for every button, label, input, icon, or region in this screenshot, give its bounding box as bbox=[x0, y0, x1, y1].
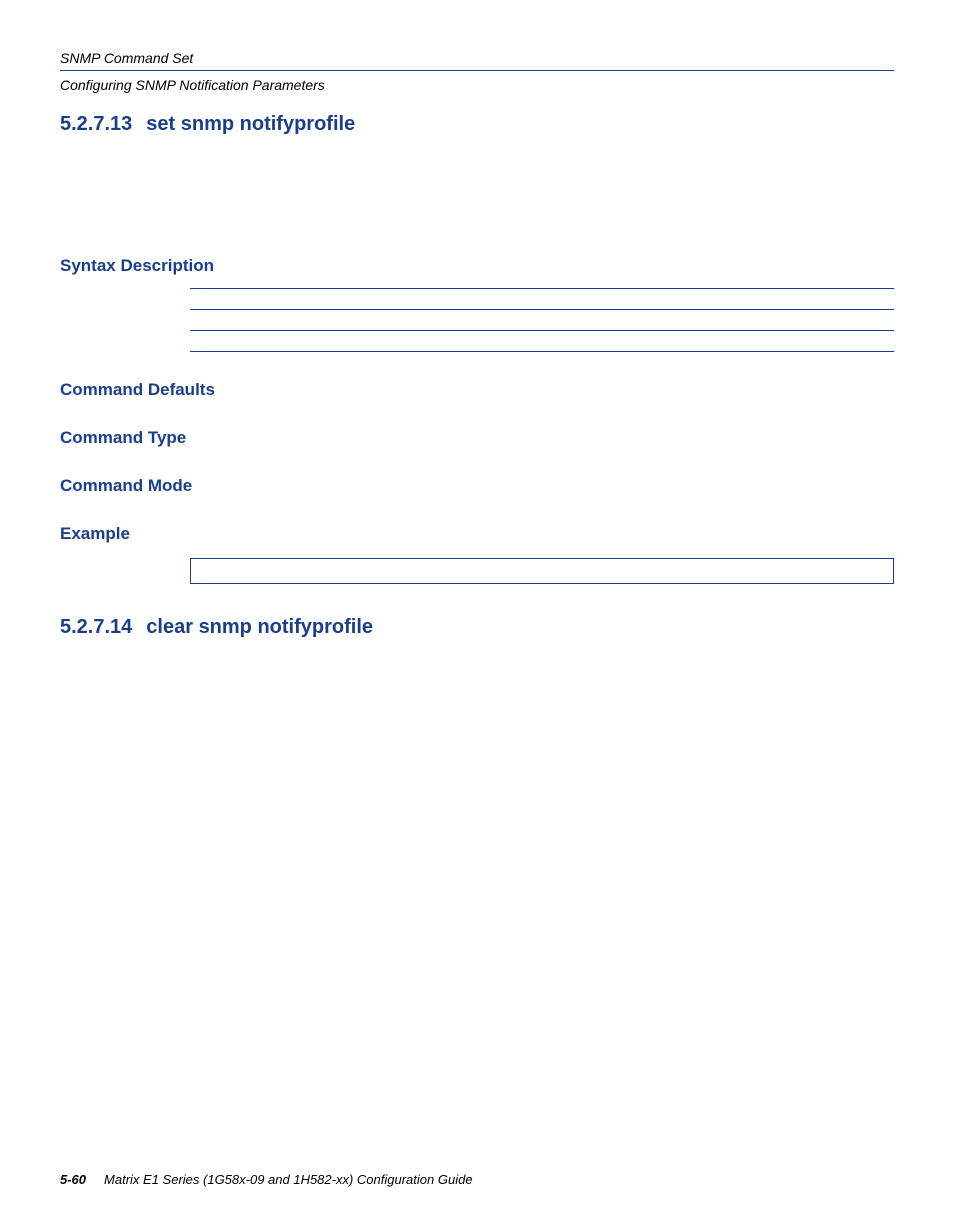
section-title-2: clear snmp notifyprofile bbox=[146, 616, 373, 638]
param-desc bbox=[350, 289, 894, 310]
section-title-1: set snmp notifyprofile bbox=[146, 113, 355, 135]
example-code-box bbox=[190, 558, 894, 584]
section-number-2: 5.2.7.14 bbox=[60, 616, 132, 638]
example-heading: Example bbox=[60, 524, 894, 544]
section-number-1: 5.2.7.13 bbox=[60, 113, 132, 135]
param-desc bbox=[350, 310, 894, 331]
section-heading-1: 5.2.7.13 set snmp notifyprofile bbox=[60, 113, 894, 136]
table-row bbox=[190, 310, 894, 331]
table-row bbox=[190, 331, 894, 352]
syntax-param-table bbox=[190, 288, 894, 352]
param-name bbox=[190, 289, 350, 310]
command-mode-heading: Command Mode bbox=[60, 476, 894, 496]
table-row bbox=[190, 289, 894, 310]
section-subtitle: Configuring SNMP Notification Parameters bbox=[60, 77, 894, 93]
footer-guide-title: Matrix E1 Series (1G58x-09 and 1H582-xx)… bbox=[104, 1172, 473, 1187]
param-name bbox=[190, 310, 350, 331]
page-header: SNMP Command Set Configuring SNMP Notifi… bbox=[60, 50, 894, 93]
spacer bbox=[60, 148, 894, 228]
command-defaults-heading: Command Defaults bbox=[60, 380, 894, 400]
syntax-description-heading: Syntax Description bbox=[60, 256, 894, 276]
chapter-title: SNMP Command Set bbox=[60, 50, 894, 71]
command-type-heading: Command Type bbox=[60, 428, 894, 448]
footer-page-number: 5-60 bbox=[60, 1172, 86, 1187]
param-name bbox=[190, 331, 350, 352]
spacer bbox=[60, 651, 894, 841]
page-footer: 5-60 Matrix E1 Series (1G58x-09 and 1H582… bbox=[60, 1172, 473, 1187]
section-heading-2: 5.2.7.14 clear snmp notifyprofile bbox=[60, 616, 894, 639]
param-desc bbox=[350, 331, 894, 352]
